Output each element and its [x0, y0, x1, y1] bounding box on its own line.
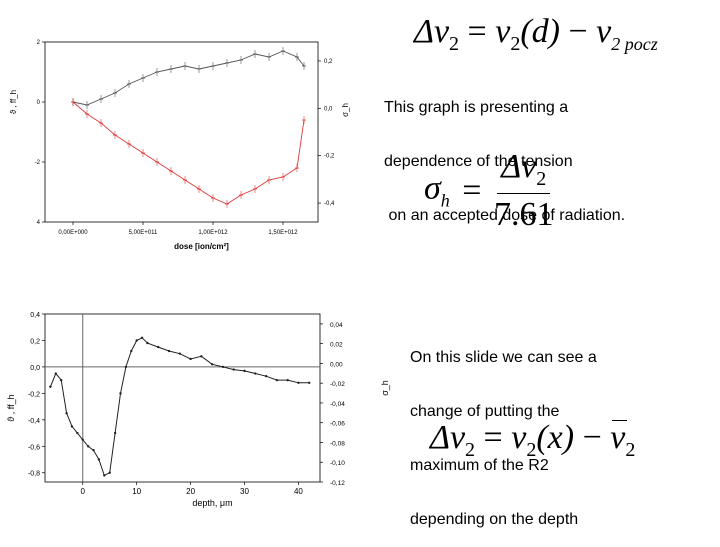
data-point	[232, 368, 235, 371]
y-left-axis-label: ϑ , ff_h	[6, 394, 16, 421]
series-line	[49, 337, 310, 477]
y-right-tick-label: -0,06	[330, 421, 345, 428]
y-left-tick-label: 4	[37, 220, 41, 226]
data-point	[65, 412, 68, 415]
y-left-tick-label: 2	[37, 40, 41, 46]
series-line	[72, 101, 305, 205]
y-left-tick-label: 0,2	[30, 338, 40, 345]
data-point	[130, 349, 133, 353]
y-right-tick-label: -0,4	[324, 201, 335, 207]
y-right-tick-label: -0,02	[330, 381, 345, 388]
y-left-tick-label: -2	[35, 160, 41, 166]
data-point	[210, 363, 214, 366]
y-left-tick-label: -0,8	[28, 471, 40, 478]
data-point	[124, 365, 128, 369]
data-point	[103, 474, 106, 477]
y-right-tick-label: -0,10	[330, 460, 345, 467]
data-point	[97, 458, 101, 461]
y-right-axis-label: σ_h	[341, 103, 350, 117]
data-point	[70, 425, 74, 428]
y-left-tick-label: 0	[37, 100, 41, 106]
data-point	[76, 431, 79, 435]
y-right-axis-label: σ_h	[380, 380, 390, 396]
equation-delta-nu2-d: Δν2 = ν2(d) − ν2 pocz	[414, 13, 658, 55]
data-point	[221, 365, 225, 369]
y-right-tick-label: -0,12	[330, 480, 345, 487]
data-point	[54, 372, 57, 375]
data-point	[264, 374, 268, 378]
data-point	[146, 341, 149, 345]
x-axis-label: dose [ion/cm²]	[174, 242, 229, 251]
x-tick-label: 5,00E+011	[129, 230, 158, 236]
dose-chart: 0,00E+000 5,00E+011 1,00E+012 1,50E+012 2 0 -2…	[9, 40, 350, 251]
data-point	[86, 445, 90, 448]
overline-bar	[612, 420, 628, 421]
y-left-axis-label: ϑ , ff_h	[9, 90, 18, 114]
data-point	[108, 471, 111, 474]
y-right-tick-label: 0,2	[324, 59, 333, 65]
data-point	[308, 381, 311, 384]
depth-chart: 0 10 20 30 40 0,4 0,2 0,0 -0,2 -0,4 -0,6 -0,8 0,04 0,…	[6, 312, 390, 508]
y-right-tick-label: 0,04	[330, 322, 343, 329]
x-tick-label: 0,00E+000	[58, 230, 88, 236]
data-point	[286, 378, 289, 382]
description-depth-paragraph: On this slide we can see a change of put…	[410, 349, 597, 528]
description-dose-paragraph: This graph is presenting a dependence of…	[384, 99, 626, 224]
x-tick-label: 20	[186, 487, 195, 496]
data-point	[275, 378, 279, 382]
y-right-tick-label: -0,08	[330, 440, 345, 447]
x-tick-label: 10	[132, 487, 141, 496]
x-tick-label: 40	[294, 487, 303, 496]
data-point	[157, 345, 160, 349]
y-right-tick-label: 0,00	[330, 361, 343, 368]
y-right-tick-label: 0,02	[330, 342, 343, 349]
data-point	[59, 378, 63, 382]
data-point	[189, 357, 192, 361]
data-point	[243, 369, 246, 373]
data-point	[178, 352, 182, 355]
x-tick-label: 30	[240, 487, 249, 496]
x-tick-label: 1,50E+012	[268, 230, 298, 236]
data-point	[49, 385, 52, 388]
x-axis-label: depth, μm	[192, 498, 232, 508]
data-point	[135, 339, 138, 342]
data-point	[254, 372, 257, 375]
data-point	[297, 381, 300, 384]
x-tick-label: 1,00E+012	[198, 230, 228, 236]
y-right-tick-label: 0,0	[324, 106, 333, 112]
y-left-tick-label: -0,4	[28, 418, 40, 425]
data-point	[92, 449, 95, 452]
data-point	[81, 438, 84, 441]
y-left-tick-label: 0,4	[30, 312, 40, 319]
plot-frame	[44, 41, 319, 223]
y-left-tick-label: -0,2	[28, 391, 40, 398]
y-right-tick-label: -0,2	[324, 154, 335, 160]
plot-frame	[44, 313, 321, 483]
y-left-tick-label: 0,0	[30, 365, 40, 372]
data-point	[167, 349, 171, 353]
y-left-tick-label: -0,6	[28, 444, 40, 451]
series-line	[72, 50, 305, 106]
data-point	[113, 431, 117, 435]
data-point	[200, 355, 203, 358]
equation-sigma-h: σh = Δν2 7.61	[424, 148, 554, 233]
y-right-tick-label: -0,04	[330, 401, 345, 408]
data-point	[140, 336, 144, 340]
x-tick-label: 0	[81, 487, 86, 496]
data-point	[119, 392, 122, 395]
